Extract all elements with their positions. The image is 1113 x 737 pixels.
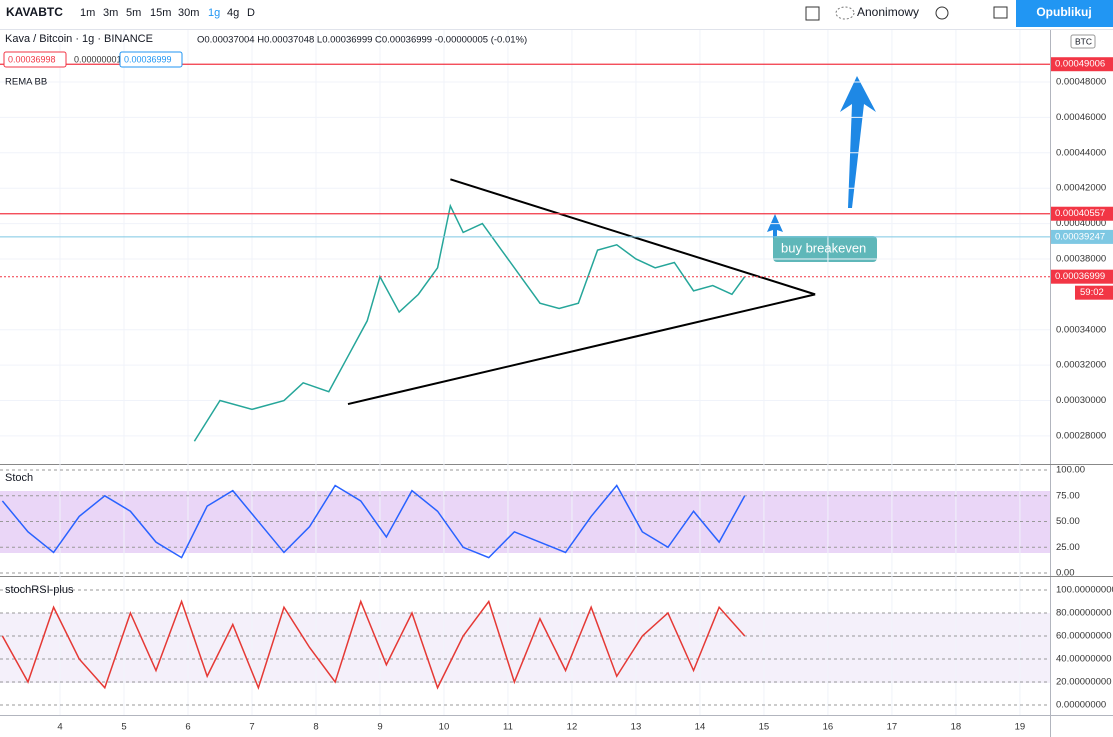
interval[interactable]: D	[247, 7, 255, 19]
rsi-band	[0, 613, 1050, 683]
countdown: 59:02	[1080, 287, 1104, 298]
y-tick-label: 0.00042000	[1056, 183, 1106, 194]
x-tick-label: 5	[121, 722, 126, 733]
y-tick-label: 50.00	[1056, 516, 1080, 527]
price-label: 0.00040557	[1055, 208, 1105, 219]
interval[interactable]: 1g	[208, 7, 220, 19]
interval[interactable]: 3m	[103, 7, 118, 19]
y-tick-label: 0.00032000	[1056, 360, 1106, 371]
x-tick-label: 13	[631, 722, 642, 733]
interval[interactable]: 1m	[80, 7, 95, 19]
x-tick-label: 19	[1015, 722, 1026, 733]
interval[interactable]: 4g	[227, 7, 239, 19]
price-label-bg	[1051, 206, 1113, 221]
y-tick-label: 0.00030000	[1056, 395, 1106, 406]
price-label: 0.00049006	[1055, 59, 1105, 70]
publish-button[interactable]	[1016, 0, 1113, 27]
ohlc: O0.00037004 H0.00037048 L0.00036999 C0.0…	[197, 35, 527, 46]
big-arrow	[840, 76, 876, 208]
checkbox[interactable]	[805, 6, 820, 21]
x-tick-label: 4	[57, 722, 62, 733]
y-tick-label: 0.00044000	[1056, 147, 1106, 158]
y-tick-label: 0.00046000	[1056, 112, 1106, 123]
input-value: 0.00036999	[124, 54, 172, 64]
interval[interactable]: 5m	[126, 7, 141, 19]
series-line	[1, 599, 746, 690]
x-tick-label: 11	[503, 722, 513, 733]
y-tick-label: 0.00038000	[1056, 253, 1106, 264]
price-label: 0.00036999	[1055, 271, 1105, 282]
y-tick-label: 60.00000000	[1056, 631, 1111, 642]
price-label: 0.00039247	[1055, 231, 1105, 242]
currency: BTC	[1075, 36, 1092, 46]
user[interactable]: Anonimowy	[857, 5, 919, 19]
x-tick-label: 6	[185, 722, 190, 733]
y-tick-label: 0.00028000	[1056, 430, 1106, 441]
input-box	[3, 51, 67, 68]
input-value: 0.00000001	[74, 54, 122, 64]
x-tick-label: 15	[759, 722, 770, 733]
y-tick-label: 80.00000000	[1056, 608, 1111, 619]
pane-title: Kava / Bitcoin · 1g · BINANCE	[5, 33, 153, 45]
settings-icon[interactable]	[935, 6, 949, 20]
interval[interactable]: 15m	[150, 7, 171, 19]
symbol[interactable]: KAVABTC	[6, 5, 63, 19]
countdown-bg	[1075, 285, 1113, 300]
currency-box	[1070, 34, 1096, 49]
y-tick-label: 0.00040000	[1056, 218, 1106, 229]
y-tick-label: 100.00	[1056, 465, 1085, 476]
x-tick-label: 7	[249, 722, 254, 733]
y-tick-label: 20.00000000	[1056, 677, 1111, 688]
snapshot-icon[interactable]	[993, 6, 1008, 19]
small-arrow	[767, 214, 783, 246]
arrows	[767, 76, 877, 262]
series-line	[1, 484, 746, 559]
input-value: 0.00036998	[8, 54, 56, 64]
input-box	[119, 51, 183, 68]
price-label-bg	[1051, 229, 1113, 244]
y-tick-label: 75.00	[1056, 490, 1080, 501]
x-tick-label: 17	[887, 722, 898, 733]
trendline	[347, 293, 816, 406]
x-tick-label: 8	[313, 722, 318, 733]
x-tick-label: 10	[439, 722, 450, 733]
y-tick-label: 0.00034000	[1056, 324, 1106, 335]
y-tick-label: 0.00	[1056, 568, 1075, 579]
axes: 4 5 6 7 8 9 10 11 12 13 14 15 16 17 18 19 0.00028000 0.00…	[57, 77, 1113, 733]
cloud-icon	[835, 6, 855, 20]
price-label-bg	[1051, 269, 1113, 284]
price-label-bg	[1051, 57, 1113, 72]
y-tick-label: 25.00	[1056, 542, 1080, 553]
pane-title: stochRSI-plus	[5, 584, 74, 596]
series-line	[193, 203, 746, 442]
annotation: buy breakeven	[781, 240, 866, 255]
x-tick-label: 9	[377, 722, 382, 733]
toolbar: KAVABTC Opublikuj Anonimowy	[0, 0, 1113, 30]
pane-title: Stoch	[5, 472, 33, 484]
x-tick-label: 16	[823, 722, 834, 733]
y-tick-label: 40.00000000	[1056, 654, 1111, 665]
annotation-box	[773, 236, 877, 262]
y-tick-label: 100.00000000	[1056, 585, 1113, 596]
x-tick-label: 18	[951, 722, 962, 733]
publish-label[interactable]: Opublikuj	[1036, 5, 1091, 19]
indicator: REMA BB	[5, 77, 47, 88]
y-tick-label: 0.00048000	[1056, 77, 1106, 88]
x-tick-label: 12	[567, 722, 578, 733]
y-tick-label: 0.00000000	[1056, 700, 1106, 711]
interval[interactable]: 30m	[178, 7, 199, 19]
x-tick-label: 14	[695, 722, 706, 733]
